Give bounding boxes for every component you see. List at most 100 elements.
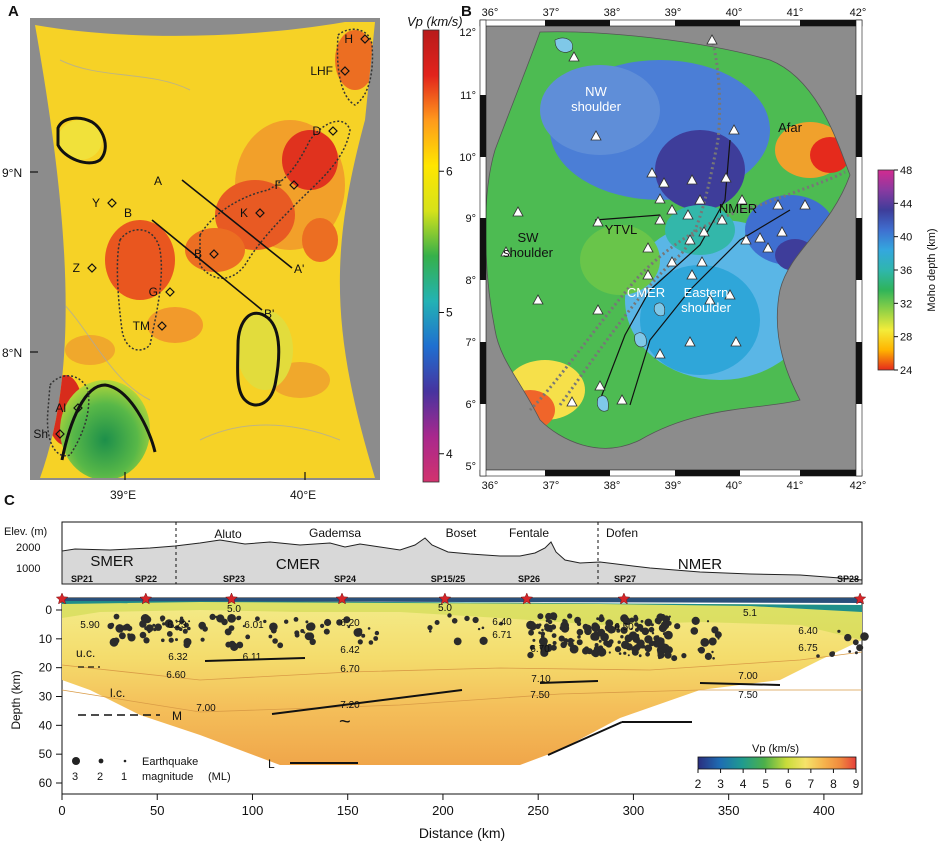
quake-99 xyxy=(367,627,371,630)
b-cbar-label-48: 48 xyxy=(900,165,912,177)
station-31 xyxy=(592,304,604,315)
lat-5: 7° xyxy=(465,337,476,349)
quake-188 xyxy=(617,640,621,644)
quake-127 xyxy=(620,626,628,634)
quake-102 xyxy=(453,637,462,646)
profile-a-line xyxy=(181,179,293,269)
quake-257 xyxy=(528,629,534,636)
quake-228 xyxy=(605,619,614,628)
station-14 xyxy=(799,199,811,210)
panel-a-feature-labels: Y B A Z G TM K B F D LHF H Al Sh A' B' xyxy=(33,32,370,441)
velocity-label-2: 6.01 xyxy=(244,620,264,631)
dist-label-300: 300 xyxy=(623,803,645,818)
station-8 xyxy=(512,206,524,217)
quake-92 xyxy=(374,630,380,636)
panel-c-colorbar-ticks: 2 3 4 5 6 7 8 9 xyxy=(695,769,860,791)
quake-200 xyxy=(592,634,600,641)
lon-bottom-1: 37° xyxy=(543,480,560,492)
quake-240 xyxy=(567,637,574,644)
profile-b-line xyxy=(151,219,263,311)
station-26 xyxy=(776,226,788,237)
star-2 xyxy=(225,592,238,605)
dist-label-100: 100 xyxy=(242,803,264,818)
quake-67 xyxy=(242,625,245,628)
dist-label-400: 400 xyxy=(813,803,835,818)
quake-105 xyxy=(451,618,458,624)
quake-97 xyxy=(307,622,316,631)
quake-184 xyxy=(645,651,650,657)
quake-46 xyxy=(168,637,174,643)
legend-unit: (ML) xyxy=(208,771,231,783)
lon-top-4: 40° xyxy=(726,7,743,19)
feature-marker-lhf xyxy=(340,66,350,76)
station-28 xyxy=(642,269,654,280)
b-cbar-label-32: 32 xyxy=(900,298,912,310)
velocity-label-6: 5.1 xyxy=(743,608,757,619)
quake-318 xyxy=(829,651,835,657)
quake-21 xyxy=(145,624,154,633)
station-20 xyxy=(684,234,696,245)
quake-213 xyxy=(538,631,541,635)
quake-79 xyxy=(200,627,203,630)
moho-tilde: ~ xyxy=(339,711,351,733)
quake-321 xyxy=(856,644,864,652)
panel-a-lon-40e: 40°E xyxy=(290,488,316,502)
station-9 xyxy=(654,193,666,204)
star-1 xyxy=(139,592,153,605)
quake-96 xyxy=(347,625,351,629)
panel-b-stations xyxy=(500,34,811,407)
star-7 xyxy=(853,592,867,605)
quake-220 xyxy=(623,651,627,655)
feature-label-d: D xyxy=(312,124,321,138)
quake-206 xyxy=(634,628,639,632)
lon-bottom-2: 38° xyxy=(604,480,621,492)
quake-193 xyxy=(627,654,630,657)
quake-198 xyxy=(640,620,644,623)
velocity-label-16: 6.60 xyxy=(166,670,186,681)
station-35 xyxy=(730,336,742,347)
lat-3: 9° xyxy=(465,213,476,225)
quake-12 xyxy=(152,623,156,627)
region-label-6-1: shoulder xyxy=(681,300,732,315)
quake-241 xyxy=(597,626,600,629)
quake-78 xyxy=(293,617,299,622)
region-label-5-0: CMER xyxy=(627,285,665,300)
shot-point-sp22: SP22 xyxy=(135,574,157,584)
distance-axis-label: Distance (km) xyxy=(419,825,505,841)
velocity-label-12: 6.42 xyxy=(340,645,360,656)
quake-110 xyxy=(434,620,440,625)
quake-301 xyxy=(674,623,681,630)
quake-70 xyxy=(200,637,205,642)
quake-286 xyxy=(655,639,665,649)
panel-c-colorbar-title: Vp (km/s) xyxy=(752,743,799,755)
lat-6: 6° xyxy=(465,399,476,411)
panel-b-colorbar xyxy=(877,169,895,371)
station-22 xyxy=(754,232,766,243)
star-5 xyxy=(520,592,534,605)
quake-69 xyxy=(221,618,228,626)
depth-label-30: 30 xyxy=(39,690,53,704)
quake-107 xyxy=(481,626,485,630)
quake-260 xyxy=(618,652,622,655)
station-21 xyxy=(740,234,752,245)
quake-135 xyxy=(567,613,573,619)
star-3 xyxy=(335,592,349,605)
dist-label-200: 200 xyxy=(432,803,454,818)
quake-243 xyxy=(603,640,609,646)
upper-crust-label: u.c. xyxy=(76,646,95,660)
velocity-label-3: 6.20 xyxy=(340,618,360,629)
quake-26 xyxy=(166,631,173,637)
quake-80 xyxy=(306,632,315,641)
lat-2: 10° xyxy=(459,152,476,164)
shot-point-sp27: SP27 xyxy=(614,574,636,584)
station-39 xyxy=(616,394,628,405)
depth-label-50: 50 xyxy=(39,747,53,761)
lon-bottom-0: 36° xyxy=(482,480,499,492)
quake-271 xyxy=(528,622,537,631)
quake-20 xyxy=(183,622,189,628)
quake-90 xyxy=(361,633,366,638)
feature-label-al: Al xyxy=(55,401,66,415)
